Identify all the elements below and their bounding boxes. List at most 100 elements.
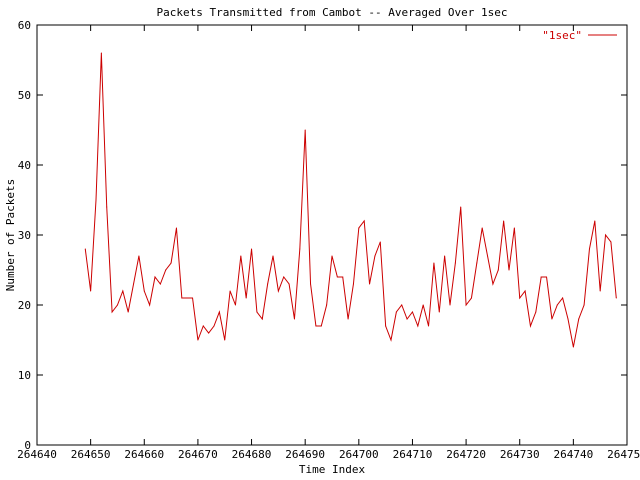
data-point [422, 304, 424, 306]
data-point [256, 311, 258, 313]
data-point [438, 311, 440, 313]
data-point [411, 311, 413, 313]
x-tick-label: 264740 [553, 448, 593, 461]
data-point [444, 255, 446, 257]
data-point [331, 255, 333, 257]
data-point [138, 255, 140, 257]
data-point [95, 199, 97, 201]
data-point [240, 255, 242, 257]
data-point [454, 262, 456, 264]
data-point [562, 297, 564, 299]
data-point [578, 318, 580, 320]
data-point [304, 129, 306, 131]
x-tick-label: 264700 [339, 448, 379, 461]
data-point [605, 234, 607, 236]
data-point [229, 290, 231, 292]
data-point [481, 227, 483, 229]
data-point [186, 297, 188, 299]
data-point [379, 241, 381, 243]
data-point [497, 269, 499, 271]
data-point [599, 290, 601, 292]
x-axis: 264640 264650 264660 264670 264680 264690 2647… [17, 25, 640, 461]
data-point [540, 276, 542, 278]
data-point [395, 311, 397, 313]
data-point [293, 318, 295, 320]
data-point [288, 283, 290, 285]
data-point [90, 290, 92, 292]
legend: "1sec" [542, 29, 617, 42]
y-tick-label: 50 [18, 89, 31, 102]
data-point [401, 304, 403, 306]
data-point [390, 339, 392, 341]
data-point [363, 220, 365, 222]
x-tick-label: 264650 [71, 448, 111, 461]
data-point [202, 325, 204, 327]
data-point [487, 255, 489, 257]
data-point [594, 220, 596, 222]
data-point [417, 325, 419, 327]
series-line-0 [84, 52, 617, 348]
data-point [572, 346, 574, 348]
x-tick-label: 264680 [232, 448, 272, 461]
series-layer [84, 52, 617, 348]
data-point [465, 304, 467, 306]
data-point [369, 283, 371, 285]
data-point [234, 304, 236, 306]
data-point [208, 332, 210, 334]
y-tick-label: 20 [18, 299, 31, 312]
data-point [315, 325, 317, 327]
data-point [213, 325, 215, 327]
y-axis: 0 10 20 30 40 50 60 [18, 19, 627, 452]
data-point [106, 206, 108, 208]
data-point [192, 297, 194, 299]
data-point [149, 304, 151, 306]
data-point [508, 269, 510, 271]
data-point [159, 283, 161, 285]
data-point [352, 283, 354, 285]
y-tick-label: 10 [18, 369, 31, 382]
data-point [610, 241, 612, 243]
data-point [529, 325, 531, 327]
data-point [492, 283, 494, 285]
data-point [224, 339, 226, 341]
data-point [218, 311, 220, 313]
data-point [460, 206, 462, 208]
data-point [143, 290, 145, 292]
y-axis-label: Number of Packets [4, 179, 17, 292]
data-point [122, 290, 124, 292]
x-tick-label: 264640 [17, 448, 57, 461]
x-tick-label: 264660 [124, 448, 164, 461]
data-point [503, 220, 505, 222]
data-point [165, 269, 167, 271]
x-axis-label: Time Index [299, 463, 366, 476]
data-point [556, 304, 558, 306]
data-point [170, 262, 172, 264]
data-point [133, 283, 135, 285]
y-tick-label: 30 [18, 229, 31, 242]
data-point [197, 339, 199, 341]
data-point [154, 276, 156, 278]
data-point [385, 325, 387, 327]
x-tick-label: 264730 [500, 448, 540, 461]
data-point [251, 248, 253, 250]
data-point [588, 248, 590, 250]
data-point [261, 318, 263, 320]
data-point [100, 52, 102, 54]
data-point [272, 255, 274, 257]
data-point [245, 297, 247, 299]
data-point [277, 290, 279, 292]
data-point [449, 304, 451, 306]
data-point [583, 304, 585, 306]
data-point [567, 318, 569, 320]
data-point [347, 318, 349, 320]
x-tick-label: 264720 [446, 448, 486, 461]
x-tick-label: 264710 [393, 448, 433, 461]
data-point [283, 276, 285, 278]
data-point [615, 297, 617, 299]
data-point [310, 283, 312, 285]
legend-label: "1sec" [542, 29, 582, 42]
data-point [470, 297, 472, 299]
data-point [358, 227, 360, 229]
